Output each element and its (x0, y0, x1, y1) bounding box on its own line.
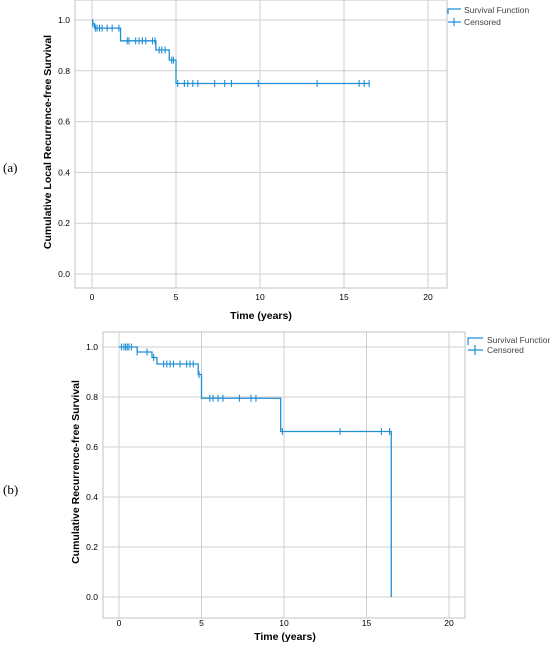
x-tick-label: 15 (339, 292, 349, 302)
x-tick-label: 5 (199, 618, 204, 628)
y-tick-label: 1.0 (86, 342, 98, 352)
x-tick-label: 10 (279, 618, 289, 628)
legend-label-censored: Censored (487, 345, 524, 355)
x-tick-label: 0 (117, 618, 122, 628)
legend-censored-symbol (448, 18, 461, 26)
y-tick-label: 0.0 (58, 269, 70, 279)
y-tick-label: 0.2 (58, 218, 70, 228)
legend-label-survival: Survival Function (487, 335, 550, 345)
y-tick-label: 0.4 (86, 492, 98, 502)
plot-frame (74, 0, 448, 289)
x-tick-labels: 0 5 10 15 20 (117, 618, 454, 628)
panel-a: (a) 0.0 0.2 0.4 0.6 0.8 1.0 0 5 10 15 20 Time (ye… (3, 0, 529, 322)
y-tick-label: 0.6 (58, 117, 70, 127)
legend-survival-symbol (447, 8, 461, 14)
grid (75, 0, 447, 288)
legend-label-survival: Survival Function (464, 5, 529, 15)
x-tick-labels: 0 5 10 15 20 (90, 292, 433, 302)
x-axis-title: Time (years) (254, 631, 316, 643)
y-tick-label: 0.8 (58, 66, 70, 76)
panel-label: (a) (3, 160, 17, 175)
x-tick-label: 5 (174, 292, 179, 302)
legend-survival-symbol (467, 337, 483, 345)
legend-censored-symbol (468, 345, 483, 355)
legend-label-censored: Censored (464, 17, 501, 27)
y-tick-labels: 0.0 0.2 0.4 0.6 0.8 1.0 (58, 15, 70, 279)
x-tick-label: 20 (423, 292, 433, 302)
survival-step-line (119, 346, 392, 597)
grid (103, 332, 465, 618)
x-tick-label: 10 (255, 292, 265, 302)
x-tick-label: 15 (362, 618, 372, 628)
x-tick-label: 20 (444, 618, 454, 628)
y-tick-label: 0.6 (86, 442, 98, 452)
legend: Survival Function Censored (467, 335, 550, 355)
y-tick-label: 0.2 (86, 542, 98, 552)
panel-b: (b) 0.0 0.2 0.4 0.6 0.8 1.0 0 5 10 15 20 Time (ye… (3, 331, 550, 643)
y-tick-label: 0.0 (86, 592, 98, 602)
chart-marks (92, 19, 370, 87)
x-tick-label: 0 (90, 292, 95, 302)
y-axis-title: Cumulative Local Recurrence-free Surviva… (42, 35, 54, 249)
y-tick-label: 0.4 (58, 167, 70, 177)
legend: Survival Function Censored (447, 5, 529, 27)
chart-marks (119, 343, 392, 597)
y-axis-title: Cumulative Recurrence-free Survival (70, 380, 82, 564)
y-tick-labels: 0.0 0.2 0.4 0.6 0.8 1.0 (86, 342, 98, 602)
y-tick-label: 0.8 (86, 392, 98, 402)
y-tick-label: 1.0 (58, 15, 70, 25)
panel-label: (b) (3, 482, 18, 497)
x-axis-title: Time (years) (230, 310, 292, 322)
